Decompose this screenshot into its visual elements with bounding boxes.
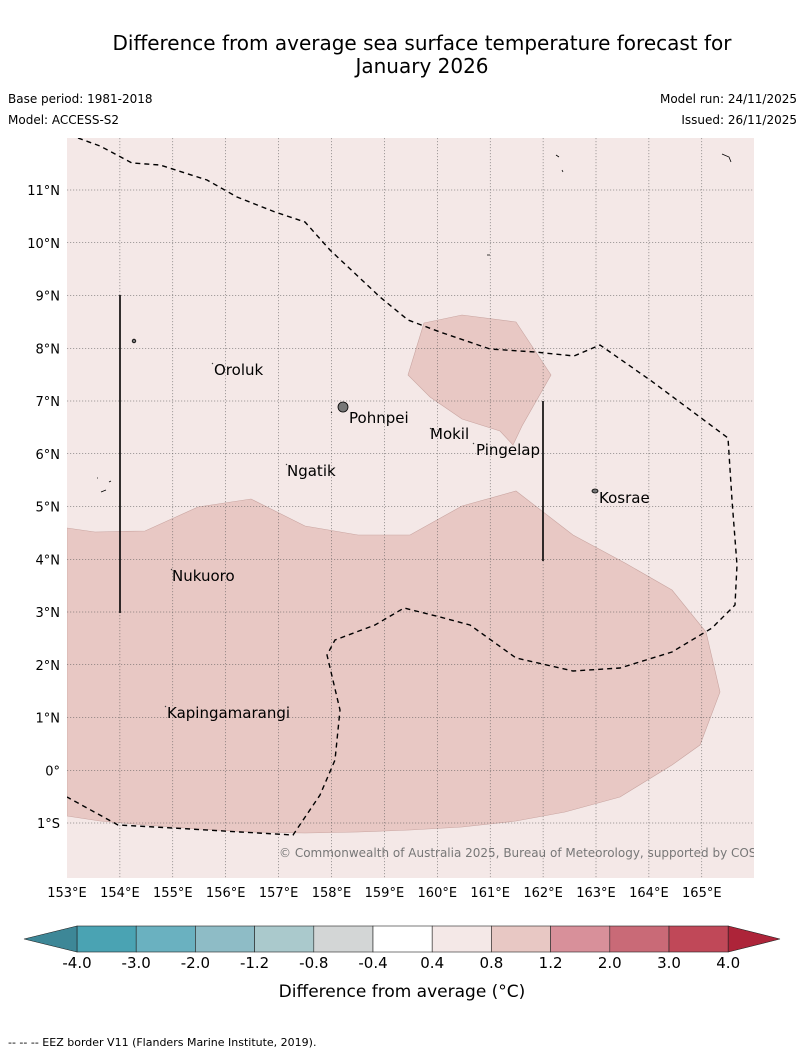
place-nukuoro: Nukuoro	[172, 567, 235, 585]
atoll-islet	[131, 338, 137, 344]
eez-legend-note: -- -- -- EEZ border V11 (Flanders Marine…	[8, 1036, 317, 1049]
colorbar-tick-label: -2.0	[181, 954, 210, 972]
lon-tick-label: 157°E	[259, 886, 299, 901]
place-kapingamarangi: Kapingamarangi	[167, 704, 290, 722]
lat-tick-label: 10°N	[27, 237, 60, 252]
colorbar-segment	[254, 925, 315, 953]
lat-tick-label: 1°S	[37, 817, 60, 832]
colorbar-tick-label: 3.0	[657, 954, 681, 972]
lon-tick-label: 160°E	[418, 886, 458, 901]
lat-tick-label: 9°N	[36, 290, 61, 305]
lat-tick-label: 7°N	[36, 395, 61, 410]
colorbar-segment	[668, 925, 729, 953]
graticule	[67, 138, 754, 878]
colorbar-under-arrow	[23, 925, 78, 953]
lon-tick-label: 165°E	[682, 886, 722, 901]
lon-tick-label: 155°E	[153, 886, 193, 901]
colorbar-tick-label: 4.0	[716, 954, 740, 972]
place-ngatik: Ngatik	[287, 462, 336, 480]
title-line-2: January 2026	[355, 54, 489, 78]
colorbar-tick-label: -1.2	[240, 954, 269, 972]
place-oroluk: Oroluk	[214, 361, 263, 379]
colorbar-segment	[372, 925, 433, 953]
colorbar-tick-label: 1.2	[539, 954, 563, 972]
colorbar-segment	[550, 925, 611, 953]
islands	[97, 153, 732, 494]
colorbar-tick-label: 0.8	[479, 954, 503, 972]
colorbar-segment	[491, 925, 551, 953]
colorbar-tick-label: -3.0	[122, 954, 151, 972]
lon-tick-label: 156°E	[206, 886, 246, 901]
colorbar-tick-label: -0.8	[299, 954, 328, 972]
place-markers	[164, 362, 475, 708]
lon-tick-label: 158°E	[312, 886, 352, 901]
place-pingelap: Pingelap	[476, 441, 540, 459]
base-period: Base period: 1981-2018	[8, 92, 153, 106]
issued-date: Issued: 26/11/2025	[681, 113, 797, 127]
lat-tick-label: 1°N	[36, 712, 61, 727]
colorbar-segment	[431, 925, 492, 953]
colorbar-segment	[135, 925, 196, 953]
place-pohnpei: Pohnpei	[349, 409, 409, 427]
lat-tick-label: 0°	[45, 764, 60, 779]
colorbar	[23, 925, 781, 953]
chart-title: Difference from average sea surface temp…	[60, 32, 784, 78]
model-name: Model: ACCESS-S2	[8, 113, 120, 127]
lat-tick-label: 2°N	[36, 659, 61, 674]
kosrae-island	[591, 488, 599, 494]
lat-tick-label: 11°N	[27, 184, 60, 199]
colorbar-tick-label: 0.4	[420, 954, 444, 972]
map-figure: © Commonwealth of Australia 2025, Bureau…	[23, 138, 784, 1002]
lon-tick-label: 161°E	[470, 886, 510, 901]
lon-tick-label: 153°E	[47, 886, 87, 901]
colorbar-tick-label: -4.0	[62, 954, 91, 972]
lon-tick-label: 163°E	[576, 886, 616, 901]
lon-tick-label: 162°E	[523, 886, 563, 901]
colorbar-segment	[609, 925, 670, 953]
lon-tick-label: 164°E	[629, 886, 669, 901]
title-line-1: Difference from average sea surface temp…	[112, 31, 732, 55]
pohnpei-island	[337, 401, 349, 413]
place-kosrae: Kosrae	[599, 489, 650, 507]
lat-tick-label: 4°N	[36, 553, 61, 568]
colorbar-tick-label: 2.0	[598, 954, 622, 972]
colorbar-segment	[313, 925, 374, 953]
lat-tick-label: 5°N	[36, 501, 61, 516]
eez-border	[67, 138, 738, 836]
small-islets	[97, 153, 732, 493]
lat-tick-label: 8°N	[36, 342, 61, 357]
colorbar-label: Difference from average (°C)	[279, 982, 526, 1002]
copyright-notice: © Commonwealth of Australia 2025, Bureau…	[279, 846, 784, 860]
colorbar-segment	[195, 925, 255, 953]
model-run: Model run: 24/11/2025	[659, 92, 797, 106]
colorbar-over-arrow	[727, 925, 781, 953]
lon-tick-label: 159°E	[365, 886, 405, 901]
lon-tick-label: 154°E	[100, 886, 140, 901]
lat-tick-label: 3°N	[36, 606, 61, 621]
lat-tick-label: 6°N	[36, 448, 61, 463]
colorbar-segment	[76, 925, 137, 953]
anomaly-region-pohnpei-east	[407, 314, 552, 446]
place-mokil: Mokil	[430, 425, 469, 443]
colorbar-tick-label: -0.4	[358, 954, 387, 972]
